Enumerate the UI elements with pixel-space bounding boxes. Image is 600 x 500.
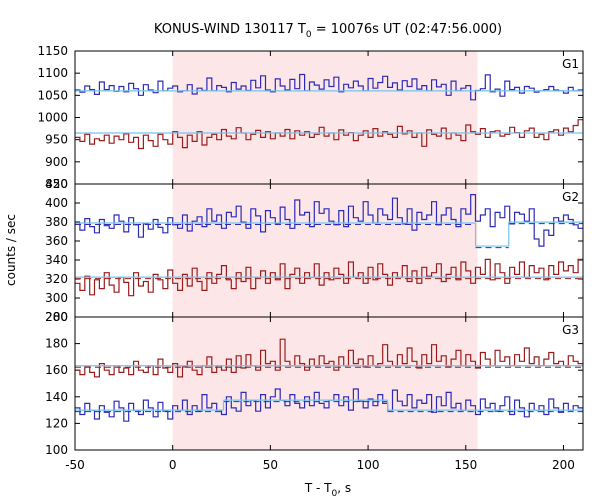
panel-label: G1: [562, 57, 579, 71]
y-tick-label: 360: [45, 234, 68, 248]
y-axis-label: counts / sec: [4, 214, 18, 286]
y-tick-label: 180: [45, 337, 68, 351]
x-tick-label: 150: [454, 458, 477, 472]
x-tick-label: 50: [263, 458, 278, 472]
panel-g1: 850 900 950 1000 1050 1100 1150 G1: [37, 44, 584, 191]
series-red-g3: [75, 338, 583, 378]
y-tick-label: 340: [45, 253, 68, 267]
panel-label: G3: [562, 323, 579, 337]
y-tick-label: 1100: [37, 66, 68, 80]
y-tick-label: 320: [45, 272, 68, 286]
x-tick-label: -50: [65, 458, 85, 472]
series-blue-g1: [75, 73, 583, 101]
y-tick-label: 120: [45, 416, 68, 430]
y-tick-label: 380: [45, 215, 68, 229]
x-tick-label: 200: [552, 458, 575, 472]
series-blue-g3: [75, 388, 583, 422]
plot-area: 8509009501000105011001150G12803003203403…: [37, 44, 584, 472]
chart-title: KONUS-WIND 130117 T0 = 10076s UT (02:47:…: [154, 22, 502, 40]
y-tick-label: 200: [45, 310, 68, 324]
y-tick-label: 850: [45, 177, 68, 191]
series-blue-g2: [75, 194, 583, 247]
y-tick-label: 900: [45, 155, 68, 169]
x-tick-label: 0: [169, 458, 177, 472]
y-tick-label: 140: [45, 390, 68, 404]
panel-label: G2: [562, 190, 579, 204]
y-tick-label: 1150: [37, 44, 68, 58]
x-tick-label: 100: [357, 458, 380, 472]
y-tick-label: 1000: [37, 111, 68, 125]
y-tick-label: 1050: [37, 88, 68, 102]
y-tick-label: 950: [45, 133, 68, 147]
y-tick-label: 280: [45, 310, 68, 324]
highlight-interval: [172, 51, 478, 450]
panel-frame: [74, 316, 584, 451]
panel-g3: 100 120 140 160 180 200 G3: [45, 310, 584, 457]
x-axis-label: T - T0, s: [304, 481, 351, 499]
series-red-g2: [75, 258, 583, 297]
y-tick-label: 300: [45, 291, 68, 305]
y-tick-label: 160: [45, 363, 68, 377]
y-tick-label: 420: [45, 177, 68, 191]
series-red-g1: [75, 119, 583, 150]
y-tick-label: 400: [45, 196, 68, 210]
y-tick-label: 100: [45, 443, 68, 457]
